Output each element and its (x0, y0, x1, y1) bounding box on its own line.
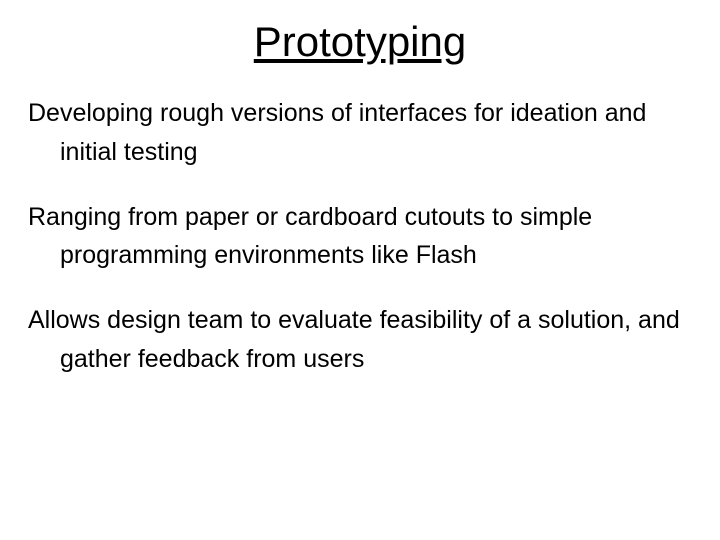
slide-content: Developing rough versions of interfaces … (0, 66, 720, 379)
bullet-item: Allows design team to evaluate feasibili… (28, 301, 692, 379)
slide-title: Prototyping (0, 0, 720, 66)
bullet-item: Ranging from paper or cardboard cutouts … (28, 198, 692, 276)
bullet-item: Developing rough versions of interfaces … (28, 94, 692, 172)
